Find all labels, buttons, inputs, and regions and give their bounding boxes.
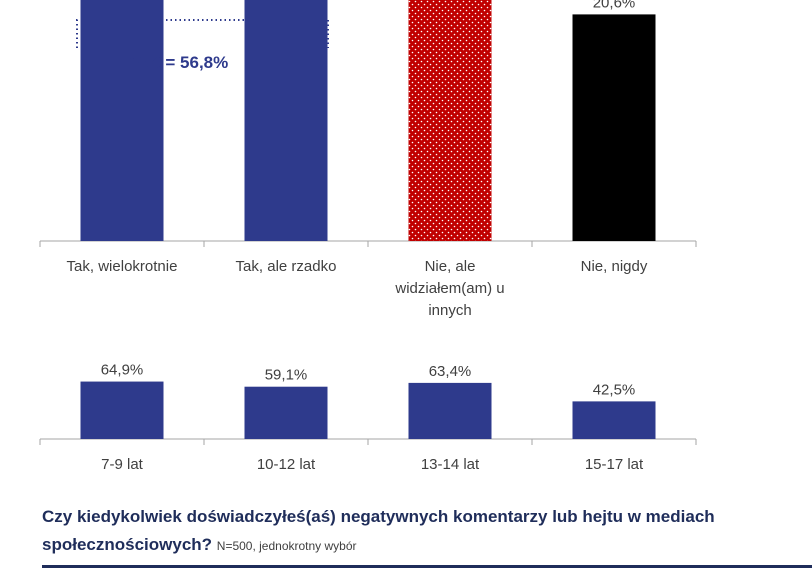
bar (572, 14, 656, 242)
bar (408, 0, 492, 242)
bar (244, 0, 328, 241)
caption-question: Czy kiedykolwiek doświadczyłeś(aś) negat… (42, 507, 715, 554)
data-label: 64,9% (101, 362, 144, 379)
caption-note: N=500, jednokrotny wybór (216, 539, 357, 553)
chart-bottom: 64,9% 7-9 lat 59,1% 10-12 lat 63,4% 13-14 lat… (39, 362, 697, 473)
bar (80, 381, 164, 439)
category-label: 7-9 lat (101, 456, 144, 473)
caption-underline (42, 565, 812, 568)
tak-annotation: TAK = 56,8% (127, 53, 229, 72)
category-label: Nie, ale widziałem(am) u innych (394, 258, 504, 319)
category-label: Nie, nigdy (581, 258, 648, 275)
chart-top: 24,0%Tak, wielokrotnie32,8%Tak, ale rzad… (39, 0, 697, 319)
data-label: 20,6% (593, 0, 636, 11)
bar (408, 382, 492, 439)
data-label: 42,5% (593, 381, 636, 398)
data-label: 63,4% (429, 363, 472, 380)
bar (80, 0, 164, 241)
category-label: 13-14 lat (421, 456, 480, 473)
chart-caption: Czy kiedykolwiek doświadczyłeś(aś) negat… (42, 503, 802, 560)
bar (572, 401, 656, 439)
tak-bracket (76, 19, 329, 48)
category-label: 15-17 lat (585, 456, 644, 473)
bar (244, 386, 328, 439)
category-label: 10-12 lat (257, 456, 316, 473)
data-label: 59,1% (265, 367, 308, 384)
category-label: Tak, ale rzadko (236, 258, 337, 275)
category-label: Tak, wielokrotnie (67, 258, 178, 275)
